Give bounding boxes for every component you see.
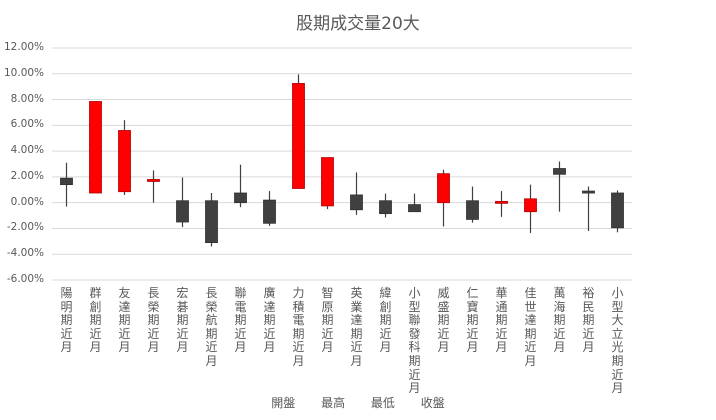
candle-body: [466, 200, 479, 220]
candle-body: [524, 198, 537, 213]
y-tick-label: 12.00%: [4, 41, 45, 53]
x-category-label: 緯創期近月: [379, 286, 392, 355]
candle-body: [60, 177, 73, 186]
x-category-label: 華通期近月: [495, 286, 508, 355]
y-tick-label: 10.00%: [4, 66, 45, 79]
candle-body: [379, 200, 392, 215]
x-category-label: 長榮期近月: [147, 286, 160, 355]
x-category-label: 長榮航期近月: [205, 286, 218, 368]
legend-open: 開盤: [271, 396, 296, 410]
x-category-label: 陽明期近月: [60, 286, 73, 355]
chart-title: 股期成交量20大: [296, 14, 420, 34]
x-category-label: 廣達期近月: [263, 286, 276, 355]
candle-body: [89, 101, 102, 194]
x-category-label: 佳世達期近月: [524, 286, 537, 368]
candle-body: [205, 200, 218, 244]
x-category-label: 仁寶期近月: [466, 286, 479, 355]
x-category-label: 聯電期近月: [234, 286, 247, 355]
y-tick-label: -4.00%: [6, 247, 44, 260]
legend-high: 最高: [321, 396, 346, 410]
x-category-label: 小型聯發科期近月: [408, 286, 421, 396]
y-tick-label: -6.00%: [6, 273, 44, 285]
candle-body: [321, 157, 334, 207]
candle-body: [408, 204, 421, 213]
y-tick-label: 2.00%: [10, 169, 44, 182]
y-tick-label: 8.00%: [10, 92, 44, 105]
x-category-label: 群創期近月: [89, 286, 102, 355]
x-category-label: 裕民期近月: [582, 286, 595, 355]
candle-body: [263, 199, 276, 224]
candle-body: [350, 194, 363, 211]
x-category-label: 威盛期近月: [437, 286, 450, 355]
x-category-label: 小型大立光期近月: [611, 286, 624, 396]
candle-body: [553, 168, 566, 175]
candle-body: [234, 192, 247, 204]
legend-close: 收盤: [420, 396, 445, 410]
y-tick-label: 4.00%: [10, 144, 44, 157]
y-tick-label: 0.00%: [10, 195, 44, 208]
x-category-label: 友達期近月: [118, 286, 131, 355]
candles: [60, 74, 624, 247]
x-category-label: 力積電期近月: [292, 286, 305, 368]
candle-body: [437, 173, 450, 204]
legend-low: 最低: [370, 396, 395, 410]
x-category-label: 智原期近月: [321, 286, 334, 355]
x-category-label: 英業達期近月: [350, 286, 363, 368]
candle-body: [147, 179, 160, 182]
candle-body: [118, 130, 131, 193]
legend: 開盤 最高 最低 收盤: [0, 394, 716, 411]
candle-body: [176, 200, 189, 223]
x-category-label: 宏碁期近月: [176, 286, 189, 355]
x-category-label: 萬海期近月: [553, 286, 566, 355]
candle-body: [292, 83, 305, 189]
y-tick-label: -2.00%: [6, 221, 44, 234]
gridlines: [52, 47, 632, 281]
candle-body: [611, 192, 624, 229]
y-tick-label: 6.00%: [10, 118, 44, 131]
candle-body: [495, 200, 508, 204]
candle-body: [582, 190, 595, 194]
